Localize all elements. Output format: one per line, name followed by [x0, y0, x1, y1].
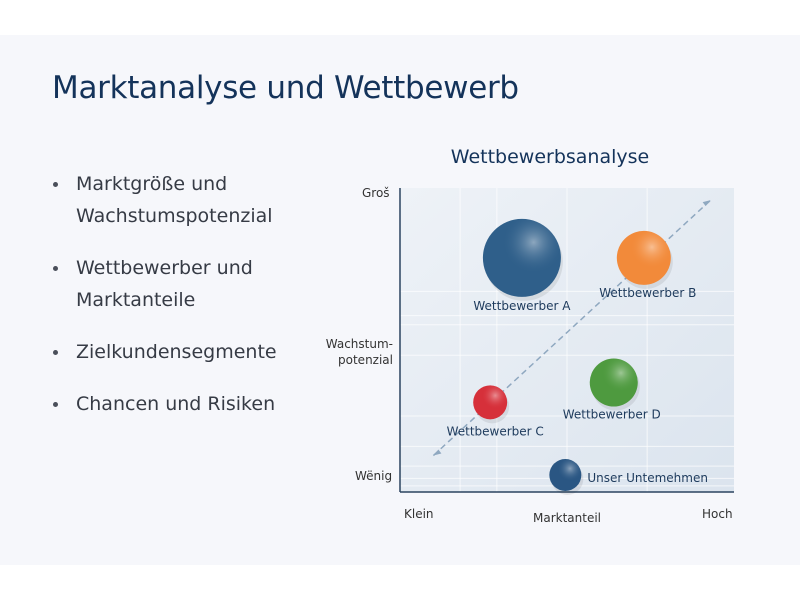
slide-title: Marktanalyse und Wettbewerb: [52, 70, 519, 106]
bullet-dot-icon: [53, 266, 58, 271]
bubble-highlight: [482, 218, 561, 297]
bullet-list: Marktgrößе und Wachstumspotenzial Wettbe…: [52, 168, 332, 440]
chart-title: Wettbewerbsanalyse: [450, 146, 650, 168]
bullet-text: Zielkundensegmente: [76, 341, 277, 363]
bubble-label: Wettbewerber C: [447, 424, 544, 438]
bullet-dot-icon: [53, 182, 58, 187]
x-tick-high: Hoch: [702, 507, 733, 521]
bullet-text: Chancen und Risiken: [76, 393, 276, 415]
bubble-highlight: [549, 458, 582, 491]
bubble-label: Wettbewerber A: [473, 299, 571, 313]
y-tick-high: Groš: [362, 186, 390, 200]
arrow-head-icon: [702, 200, 711, 207]
bubble-highlight: [616, 230, 671, 285]
bubble-highlight: [589, 358, 638, 407]
bullet-dot-icon: [53, 350, 58, 355]
bullet-item: Chancen und Risiken: [52, 388, 332, 420]
bubble-label: Unser Untemehmen: [587, 471, 708, 485]
bubble-label: Wettbewerber B: [599, 286, 696, 300]
bullet-item: Wettbewerber und Marktanteile: [52, 252, 332, 316]
y-axis-label: Wachstum-potenzial: [325, 337, 393, 367]
bullet-dot-icon: [53, 402, 58, 407]
bubble-highlight: [473, 385, 508, 420]
x-tick-low: Klein: [404, 507, 434, 521]
bullet-text: Wettbewerber und Marktanteile: [76, 257, 253, 311]
arrow-head-icon: [433, 449, 442, 456]
x-axis-label: Marktanteil: [533, 511, 602, 525]
y-tick-low: Wënig: [355, 469, 393, 483]
bullet-item: Marktgrößе und Wachstumspotenzial: [52, 168, 332, 232]
bubble-label: Wettbewerber D: [563, 408, 661, 422]
bullet-item: Zielkundensegmente: [52, 336, 332, 368]
bullet-text: Marktgrößе und Wachstumspotenzial: [76, 173, 273, 227]
